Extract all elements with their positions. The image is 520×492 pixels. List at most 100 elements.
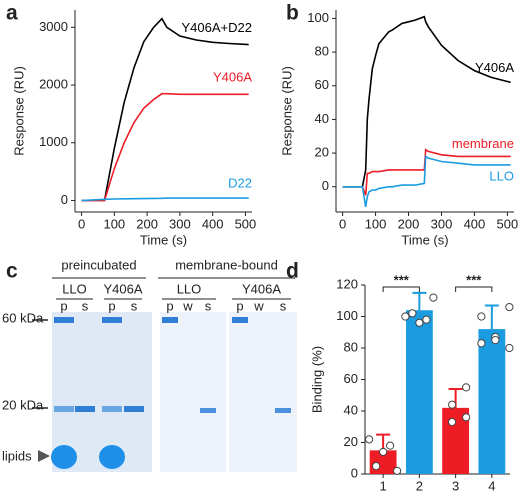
lane-label: p — [166, 298, 173, 313]
x-tick-label: 4 — [488, 478, 495, 492]
lane-label: p — [60, 298, 67, 313]
lane-label: p — [236, 298, 243, 313]
x-axis-label: Time (s) — [401, 232, 448, 247]
y-tick-label: 100 — [336, 308, 358, 323]
x-tick-label: 100 — [365, 216, 387, 231]
x-tick-label: 400 — [202, 216, 224, 231]
sample-label: Y406A — [103, 281, 142, 296]
y-tick-label: 0 — [322, 178, 329, 193]
y-tick-label: 60 — [315, 77, 329, 92]
y-tick-label: 80 — [344, 339, 358, 354]
bar — [478, 329, 506, 474]
data-point — [379, 447, 388, 457]
data-point — [408, 309, 417, 318]
x-tick-label: 300 — [169, 216, 191, 231]
y-tick-label: 20 — [344, 434, 358, 449]
lane-label: s — [82, 298, 89, 313]
panel-label: b — [286, 2, 299, 25]
y-axis-label: Response (RU) — [279, 66, 294, 156]
data-point — [462, 413, 471, 422]
data-point — [462, 383, 471, 392]
series-line — [342, 148, 511, 196]
lane-label: w — [253, 298, 264, 313]
significance-bracket — [455, 286, 493, 292]
series-label: Y406A — [475, 60, 514, 75]
y-tick-label: 2000 — [39, 76, 68, 91]
series-line — [342, 154, 511, 208]
gel — [52, 312, 152, 472]
data-point — [415, 318, 424, 327]
data-point — [448, 400, 457, 409]
x-tick-label: 1 — [380, 478, 387, 492]
x-tick-label: 2 — [416, 478, 423, 492]
y-tick-label: 0 — [61, 192, 68, 207]
data-point — [372, 462, 381, 471]
x-tick-label: 200 — [398, 216, 420, 231]
band — [102, 317, 122, 323]
x-tick-label: 200 — [136, 216, 158, 231]
x-tick-label: 400 — [464, 216, 486, 231]
marker-label: lipids — [2, 448, 32, 463]
band — [54, 317, 74, 323]
band — [124, 406, 144, 412]
data-point — [505, 343, 514, 353]
lane-label: w — [182, 298, 193, 313]
x-tick-label: 0 — [339, 216, 346, 231]
data-point — [505, 302, 514, 312]
x-tick-label: 100 — [103, 216, 125, 231]
band — [102, 406, 122, 412]
series-line — [81, 17, 249, 202]
lane-label: s — [280, 298, 287, 313]
significance-label: *** — [466, 272, 482, 287]
band — [51, 445, 77, 469]
error-bar — [376, 433, 391, 451]
group-title: membrane-bound — [175, 257, 278, 272]
significance-bracket — [382, 286, 420, 292]
series-line — [81, 92, 249, 202]
panel-label: a — [6, 2, 18, 25]
arrow — [38, 450, 50, 462]
x-tick-label: 3 — [452, 478, 459, 492]
data-point — [393, 466, 402, 475]
band — [75, 406, 95, 412]
x-tick-label: 300 — [431, 216, 453, 231]
gel — [229, 312, 297, 472]
y-tick-label: 0 — [351, 465, 358, 480]
band — [200, 408, 216, 413]
series-label: membrane — [452, 136, 514, 151]
y-tick-label: 1000 — [39, 134, 68, 149]
group-title: preincubated — [61, 257, 136, 272]
band — [54, 406, 74, 412]
data-point — [429, 293, 438, 302]
lane-label: s — [131, 298, 138, 313]
band — [162, 317, 178, 323]
series-label: Y406A — [213, 70, 252, 85]
panel-label: d — [286, 260, 299, 283]
y-tick-label: 40 — [315, 111, 329, 126]
error-bar — [412, 291, 427, 311]
x-tick-label: 500 — [235, 216, 257, 231]
data-point — [448, 417, 457, 427]
significance-label: *** — [394, 272, 410, 287]
error-bar — [484, 304, 499, 330]
y-tick-label: 40 — [344, 402, 358, 417]
y-axis-label: Response (RU) — [11, 66, 26, 156]
x-tick-label: 0 — [78, 216, 85, 231]
lane-label: s — [205, 298, 212, 313]
band — [232, 317, 248, 323]
data-point — [401, 312, 410, 321]
data-point — [477, 312, 486, 321]
y-tick-label: 80 — [315, 44, 329, 59]
x-axis-label: Time (s) — [140, 232, 187, 247]
data-point — [365, 435, 374, 444]
bar — [405, 310, 433, 474]
series-line — [81, 197, 249, 202]
lane-label: p — [108, 298, 115, 313]
band — [275, 408, 291, 413]
panel-label: c — [6, 260, 18, 283]
x-tick-label: 500 — [497, 216, 519, 231]
y-axis-label: Binding (%) — [309, 346, 324, 413]
sample-label: Y406A — [242, 281, 281, 296]
data-point — [491, 336, 500, 345]
